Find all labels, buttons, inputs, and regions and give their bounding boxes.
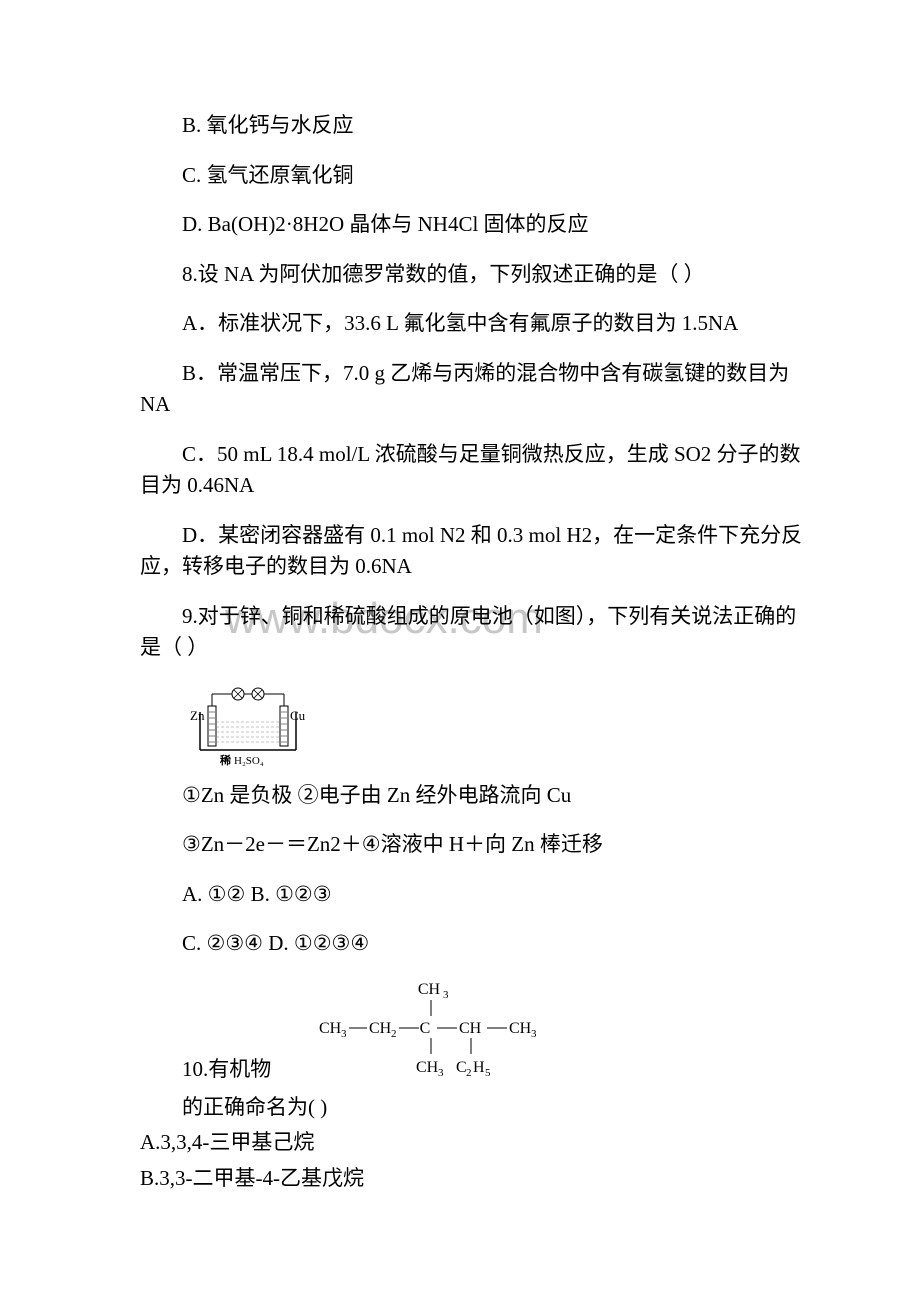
svg-text:2: 2 [391, 1028, 397, 1040]
q9-stem: 9.对于锌、铜和稀硫酸组成的原电池（如图），下列有关说法正确的是（ ） [140, 601, 810, 664]
q9-statement-2: ③Zn－2e－＝Zn2＋④溶液中 H＋向 Zn 棒迁移 [140, 829, 810, 861]
q8-option-c: C．50 mL 18.4 mol/L 浓硫酸与足量铜微热反应，生成 SO2 分子… [140, 439, 810, 502]
sf-ch: CH [459, 1020, 482, 1037]
q10-stem: 10.有机物 [140, 1054, 271, 1088]
q9-option-cd: C. ②③④ D. ①②③④ [140, 928, 810, 960]
q8-option-a: A．标准状况下，33.6 L 氟化氢中含有氟原子的数目为 1.5NA [140, 308, 810, 340]
q10-option-b: B.3,3-二甲基-4-乙基戊烷 [140, 1163, 810, 1195]
svg-text:3: 3 [531, 1028, 537, 1040]
q10-tail: 的正确命名为( ) [140, 1092, 810, 1124]
zn-label: Zn [190, 708, 205, 723]
sf-c: C [420, 1020, 431, 1037]
sf-ch3-right: CH [509, 1020, 532, 1037]
q10-option-a: A.3,3,4-三甲基己烷 [140, 1127, 810, 1159]
svg-text:3: 3 [443, 989, 449, 1001]
sf-ch3-bottom: CH [416, 1059, 439, 1076]
svg-text:2: 2 [466, 1067, 472, 1079]
q10-row: 10.有机物 CH 3 CH 3 CH 2 C CH [140, 978, 810, 1088]
q7-option-c: C. 氢气还原氧化铜 [140, 160, 810, 192]
q8-stem: 8.设 NA 为阿伏加德罗常数的值，下列叙述正确的是（ ） [140, 259, 810, 291]
sf-ch3-left: CH [319, 1020, 342, 1037]
q8-option-d: D．某密闭容器盛有 0.1 mol N2 和 0.3 mol H2，在一定条件下… [140, 520, 810, 583]
galvanic-cell-diagram: Zn Cu [182, 682, 322, 772]
q8-option-b: B．常温常压下，7.0 g 乙烯与丙烯的混合物中含有碳氢键的数目为 NA [140, 358, 810, 421]
q9-statement-1: ①Zn 是负极 ②电子由 Zn 经外电路流向 Cu [140, 780, 810, 812]
h2so4-label: H₂SO₄ [234, 755, 264, 767]
structural-formula: CH 3 CH 3 CH 2 C CH CH 3 [301, 978, 561, 1088]
sf-ch2: CH [369, 1020, 392, 1037]
svg-text:H: H [473, 1059, 485, 1076]
sf-ch3-top: CH [418, 981, 441, 998]
q8-option-b-text: B．常温常压下，7.0 g 乙烯与丙烯的混合物中含有碳氢键的数目为 NA [140, 361, 789, 417]
svg-text:5: 5 [485, 1067, 491, 1079]
q7-option-b: B. 氧化钙与水反应 [140, 110, 810, 142]
q9-option-ab: A. ①② B. ①②③ [140, 879, 810, 911]
document-content: B. 氧化钙与水反应 C. 氢气还原氧化铜 D. Ba(OH)2·8H2O 晶体… [140, 110, 810, 1194]
svg-text:3: 3 [341, 1028, 347, 1040]
q7-option-d: D. Ba(OH)2·8H2O 晶体与 NH4Cl 固体的反应 [140, 209, 810, 241]
acid-label: 稀 [220, 753, 231, 767]
svg-text:3: 3 [438, 1067, 444, 1079]
cu-label: Cu [290, 708, 306, 723]
